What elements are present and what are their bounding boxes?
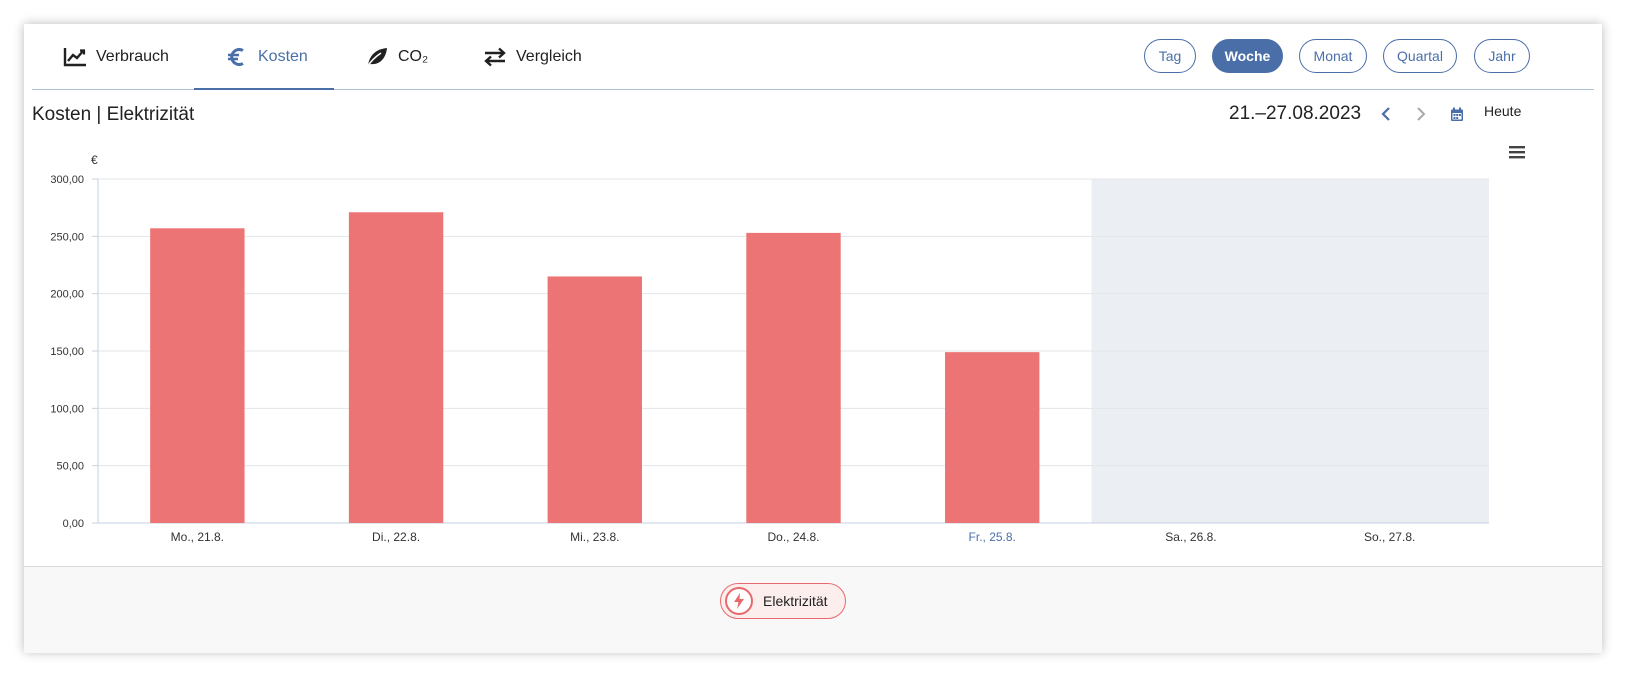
period-woche-button[interactable]: Woche — [1212, 39, 1283, 73]
bar — [746, 232, 841, 524]
period-jahr-button[interactable]: Jahr — [1474, 39, 1530, 73]
y-axis-unit: € — [91, 153, 98, 167]
swap-arrows-icon — [482, 44, 508, 70]
tab-kosten[interactable]: Kosten — [194, 24, 334, 90]
chart-title: Kosten | Elektrizität — [32, 104, 195, 125]
tab-verbrauch[interactable]: Verbrauch — [62, 24, 169, 89]
bar-chart: 0,00 50,00 100,00 150,00 200,00 250,00 300,00 M… — [50, 174, 1489, 544]
bar — [547, 276, 642, 523]
euro-icon — [224, 44, 250, 70]
y-tick-label: 150,00 — [50, 346, 84, 358]
legend-item-elektrizitaet[interactable]: Elektrizität — [720, 583, 846, 619]
tab-label: CO₂ — [398, 47, 429, 65]
tab-vergleich[interactable]: Vergleich — [482, 24, 582, 89]
chevron-right-icon[interactable] — [1411, 104, 1431, 124]
bar — [150, 228, 245, 523]
y-tick-label: 100,00 — [50, 403, 84, 415]
date-range: 21.–27.08.2023 — [1229, 103, 1362, 124]
x-tick-label: Sa., 26.8. — [1165, 530, 1216, 544]
tab-label: Verbrauch — [96, 47, 169, 65]
y-tick-label: 0,00 — [63, 518, 84, 530]
bar — [945, 352, 1040, 523]
x-tick-label: Di., 22.8. — [372, 530, 420, 544]
tab-bar: Verbrauch Kosten CO₂ Vergleich Tag Woche… — [32, 24, 1594, 90]
period-monat-button[interactable]: Monat — [1299, 39, 1367, 73]
y-tick-label: 250,00 — [50, 231, 84, 243]
legend-label: Elektrizität — [763, 593, 828, 609]
tab-label: Kosten — [258, 47, 308, 65]
leaf-icon — [364, 44, 390, 70]
main-card: Verbrauch Kosten CO₂ Vergleich Tag Woche… — [24, 24, 1602, 652]
tab-co2[interactable]: CO₂ — [364, 24, 428, 89]
legend-bar: Elektrizität — [24, 566, 1602, 653]
tab-label: Vergleich — [516, 47, 582, 65]
y-tick-label: 50,00 — [56, 461, 84, 473]
period-tag-button[interactable]: Tag — [1144, 39, 1196, 73]
y-tick-label: 300,00 — [50, 174, 84, 186]
period-quartal-button[interactable]: Quartal — [1383, 39, 1457, 73]
x-tick-label: Mo., 21.8. — [171, 530, 224, 544]
chart-line-icon — [62, 44, 88, 70]
x-tick-label: Mi., 23.8. — [570, 530, 619, 544]
x-tick-label: Do., 24.8. — [767, 530, 819, 544]
today-button[interactable]: Heute — [1484, 103, 1522, 119]
calendar-icon[interactable] — [1447, 104, 1467, 124]
bar — [348, 212, 444, 523]
chevron-left-icon[interactable] — [1376, 104, 1396, 124]
x-tick-label: So., 27.8. — [1364, 530, 1415, 544]
lightning-icon — [725, 587, 753, 615]
y-tick-label: 200,00 — [50, 289, 84, 301]
hamburger-menu-icon[interactable] — [1508, 144, 1526, 160]
x-tick-label: Fr., 25.8. — [969, 530, 1016, 544]
